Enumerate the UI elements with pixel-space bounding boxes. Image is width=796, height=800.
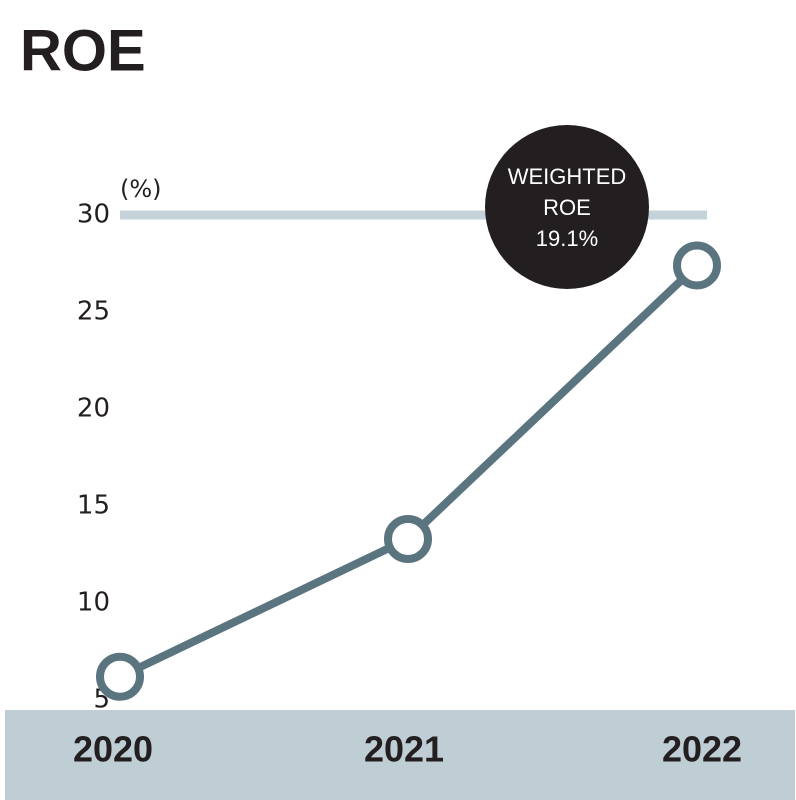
annotation-text: WEIGHTED bbox=[508, 164, 627, 189]
data-line bbox=[118, 262, 700, 681]
data-point bbox=[384, 514, 432, 563]
annotation-text: ROE bbox=[543, 195, 591, 220]
y-tick-label: 30 bbox=[77, 200, 110, 230]
chart-title: ROE bbox=[20, 18, 146, 83]
x-tick-label: 2021 bbox=[364, 729, 444, 770]
x-tick-label: 2022 bbox=[662, 729, 742, 770]
y-tick-label: 15 bbox=[77, 491, 110, 521]
y-tick-label: 20 bbox=[77, 394, 110, 424]
data-point bbox=[96, 652, 144, 701]
x-tick-label: 2020 bbox=[73, 729, 153, 770]
category-band bbox=[5, 710, 795, 800]
y-tick-label: 25 bbox=[77, 297, 110, 327]
data-point bbox=[673, 241, 721, 290]
y-unit: (%) bbox=[120, 175, 162, 203]
y-tick-label: 10 bbox=[77, 588, 110, 618]
annotation-bubble bbox=[485, 125, 649, 289]
annotation-text: 19.1% bbox=[536, 226, 598, 251]
